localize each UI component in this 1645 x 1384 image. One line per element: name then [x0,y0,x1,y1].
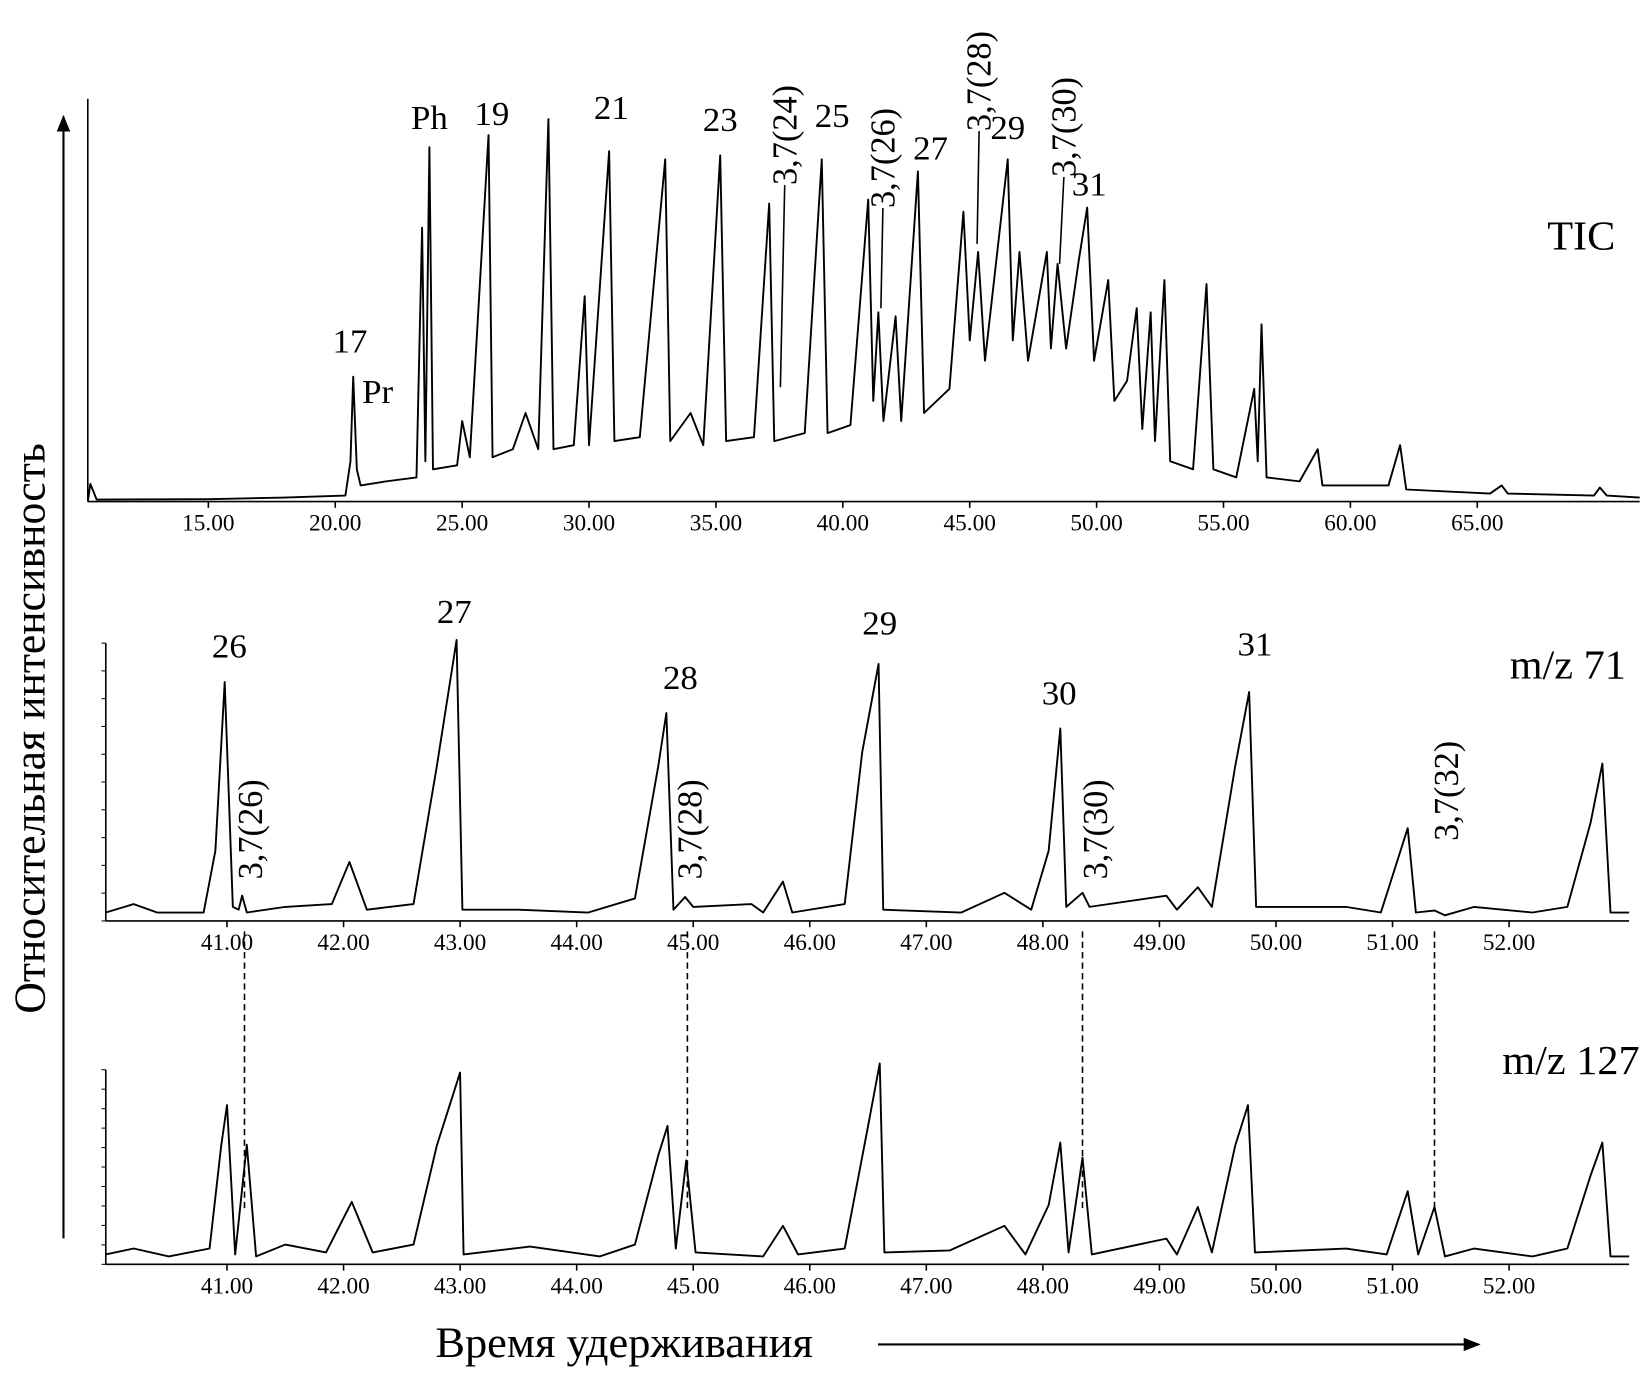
x-tick-label: 60.00 [1324,510,1376,536]
x-tick-label: 20.00 [309,510,361,536]
peak-label: 3,7(28) [960,31,998,131]
x-tick-label: 35.00 [690,510,742,536]
trace [105,1062,1630,1258]
leader-line [976,131,980,244]
x-tick-label: 45.00 [944,510,996,536]
x-tick-label: 41.00 [201,929,253,955]
x-tick-label: 50.00 [1070,510,1122,536]
x-tick-label: 45.00 [667,1273,719,1299]
chart-title: m/z 71 [1510,643,1626,689]
peak-label: 29 [862,605,897,643]
chart-title: m/z 127 [1502,1038,1640,1084]
x-tick-label: 43.00 [434,929,486,955]
peak-label: 26 [212,628,247,666]
peak-label: 27 [913,130,948,168]
peak-label: 3,7(28) [671,779,709,879]
x-tick-label: 52.00 [1483,929,1535,955]
x-tick-label: 42.00 [317,929,369,955]
x-tick-label: 49.00 [1133,1273,1185,1299]
x-tick-label: 46.00 [784,929,836,955]
leader-line [880,207,884,309]
peak-label: 25 [815,97,850,135]
peak-label: 17 [333,323,368,361]
trace [105,639,1630,917]
x-tick-label: 55.00 [1197,510,1249,536]
x-tick-label: 44.00 [550,1273,602,1299]
peak-label: 21 [594,89,629,127]
peak-label: 19 [474,95,509,133]
peak-label: 29 [990,109,1025,147]
peak-label: Ph [411,99,448,137]
x-tick-label: 48.00 [1017,1273,1069,1299]
trace [86,118,1640,502]
peak-label: 31 [1238,626,1273,664]
peak-label: 31 [1072,166,1107,204]
peak-label: 28 [663,659,698,697]
x-tick-label: 30.00 [563,510,615,536]
peak-label: 3,7(30) [1077,779,1115,879]
peak-label: 3,7(32) [1428,741,1466,841]
peak-label: Pr [362,373,394,411]
peak-label: 27 [437,593,472,631]
peak-label: 3,7(26) [864,108,902,208]
x-tick-label: 51.00 [1366,929,1418,955]
x-tick-label: 44.00 [550,929,602,955]
x-tick-label: 43.00 [434,1273,486,1299]
x-tick-label: 50.00 [1250,929,1302,955]
x-tick-label: 49.00 [1133,929,1185,955]
x-tick-label: 25.00 [436,510,488,536]
chart-title: TIC [1547,214,1615,260]
x-tick-label: 40.00 [817,510,869,536]
x-tick-label: 15.00 [182,510,234,536]
x-tick-label: 42.00 [317,1273,369,1299]
y-axis-label: Относительная интенсивность [5,443,54,1013]
x-tick-label: 52.00 [1483,1273,1535,1299]
x-tick-label: 47.00 [900,929,952,955]
peak-label: 3,7(30) [1045,77,1083,177]
x-tick-label: 50.00 [1250,1273,1302,1299]
x-tick-label: 48.00 [1017,929,1069,955]
peak-label: 23 [703,101,738,139]
leader-line [779,185,786,388]
peak-label: 3,7(24) [766,85,804,185]
x-tick-label: 46.00 [784,1273,836,1299]
leader-line [1058,176,1065,265]
x-tick-label: 41.00 [201,1273,253,1299]
peak-label: 3,7(26) [232,779,270,879]
peak-label: 30 [1042,675,1077,713]
x-tick-label: 45.00 [667,929,719,955]
x-tick-label: 47.00 [900,1273,952,1299]
x-tick-label: 65.00 [1451,510,1503,536]
x-tick-label: 51.00 [1366,1273,1418,1299]
x-axis-label: Время удерживания [435,1318,813,1367]
